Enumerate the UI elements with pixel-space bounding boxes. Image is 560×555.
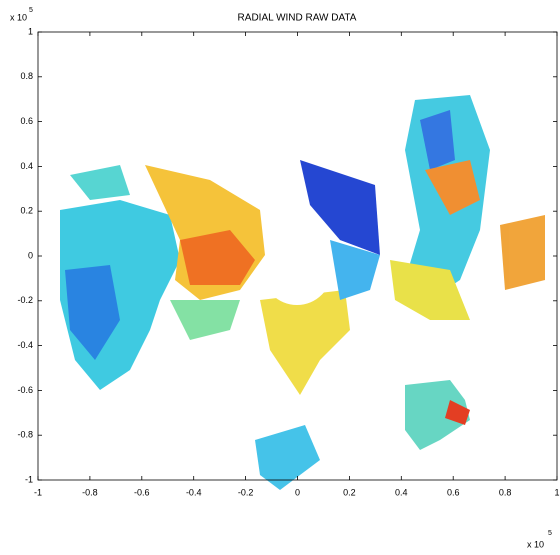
- echo: [255, 425, 320, 490]
- y-tick-label: -0.8: [17, 430, 33, 440]
- echo: [420, 110, 455, 170]
- x-tick-label: -0.6: [134, 487, 150, 497]
- chart-title: RADIAL WIND RAW DATA: [238, 13, 357, 24]
- x-tick-label: 0.6: [447, 487, 460, 497]
- x-tick-label: 0.8: [499, 487, 512, 497]
- y-tick-label: -0.2: [17, 295, 33, 305]
- echo: [300, 160, 380, 255]
- echo: [170, 300, 240, 340]
- x-tick-label: -0.8: [82, 487, 98, 497]
- x-tick-label: -0.2: [238, 487, 254, 497]
- y-tick-label: 0.4: [20, 161, 33, 171]
- y-tick-label: -0.6: [17, 385, 33, 395]
- echo: [390, 260, 470, 320]
- y-tick-label: -1: [25, 474, 33, 484]
- echo: [405, 380, 470, 450]
- x-tick-label: -0.4: [186, 487, 202, 497]
- x-tick-label: 0: [295, 487, 300, 497]
- echo: [445, 400, 470, 425]
- x-multiplier-exponent: 5: [548, 530, 552, 537]
- echo: [180, 230, 255, 285]
- radar-echoes: [60, 95, 545, 490]
- x-tick-label: 1: [554, 487, 559, 497]
- x-tick-label: -1: [34, 487, 42, 497]
- echo: [425, 160, 480, 215]
- echo: [70, 165, 130, 200]
- y-tick-label: 0: [28, 250, 33, 260]
- y-tick-label: 0.6: [20, 116, 33, 126]
- radar-blank-center: [262, 235, 332, 305]
- y-tick-label: 0.2: [20, 206, 33, 216]
- y-multiplier-base: x 10: [10, 12, 27, 22]
- y-multiplier-exponent: 5: [29, 7, 33, 14]
- y-tick-label: 1: [28, 26, 33, 36]
- echo: [500, 215, 545, 290]
- x-tick-label: 0.4: [395, 487, 408, 497]
- y-tick-label: -0.4: [17, 340, 33, 350]
- echo: [330, 240, 380, 300]
- x-multiplier-base: x 10: [527, 539, 544, 549]
- echo: [65, 265, 120, 360]
- y-tick-label: 0.8: [20, 71, 33, 81]
- echo: [260, 290, 350, 395]
- x-tick-label: 0.2: [343, 487, 356, 497]
